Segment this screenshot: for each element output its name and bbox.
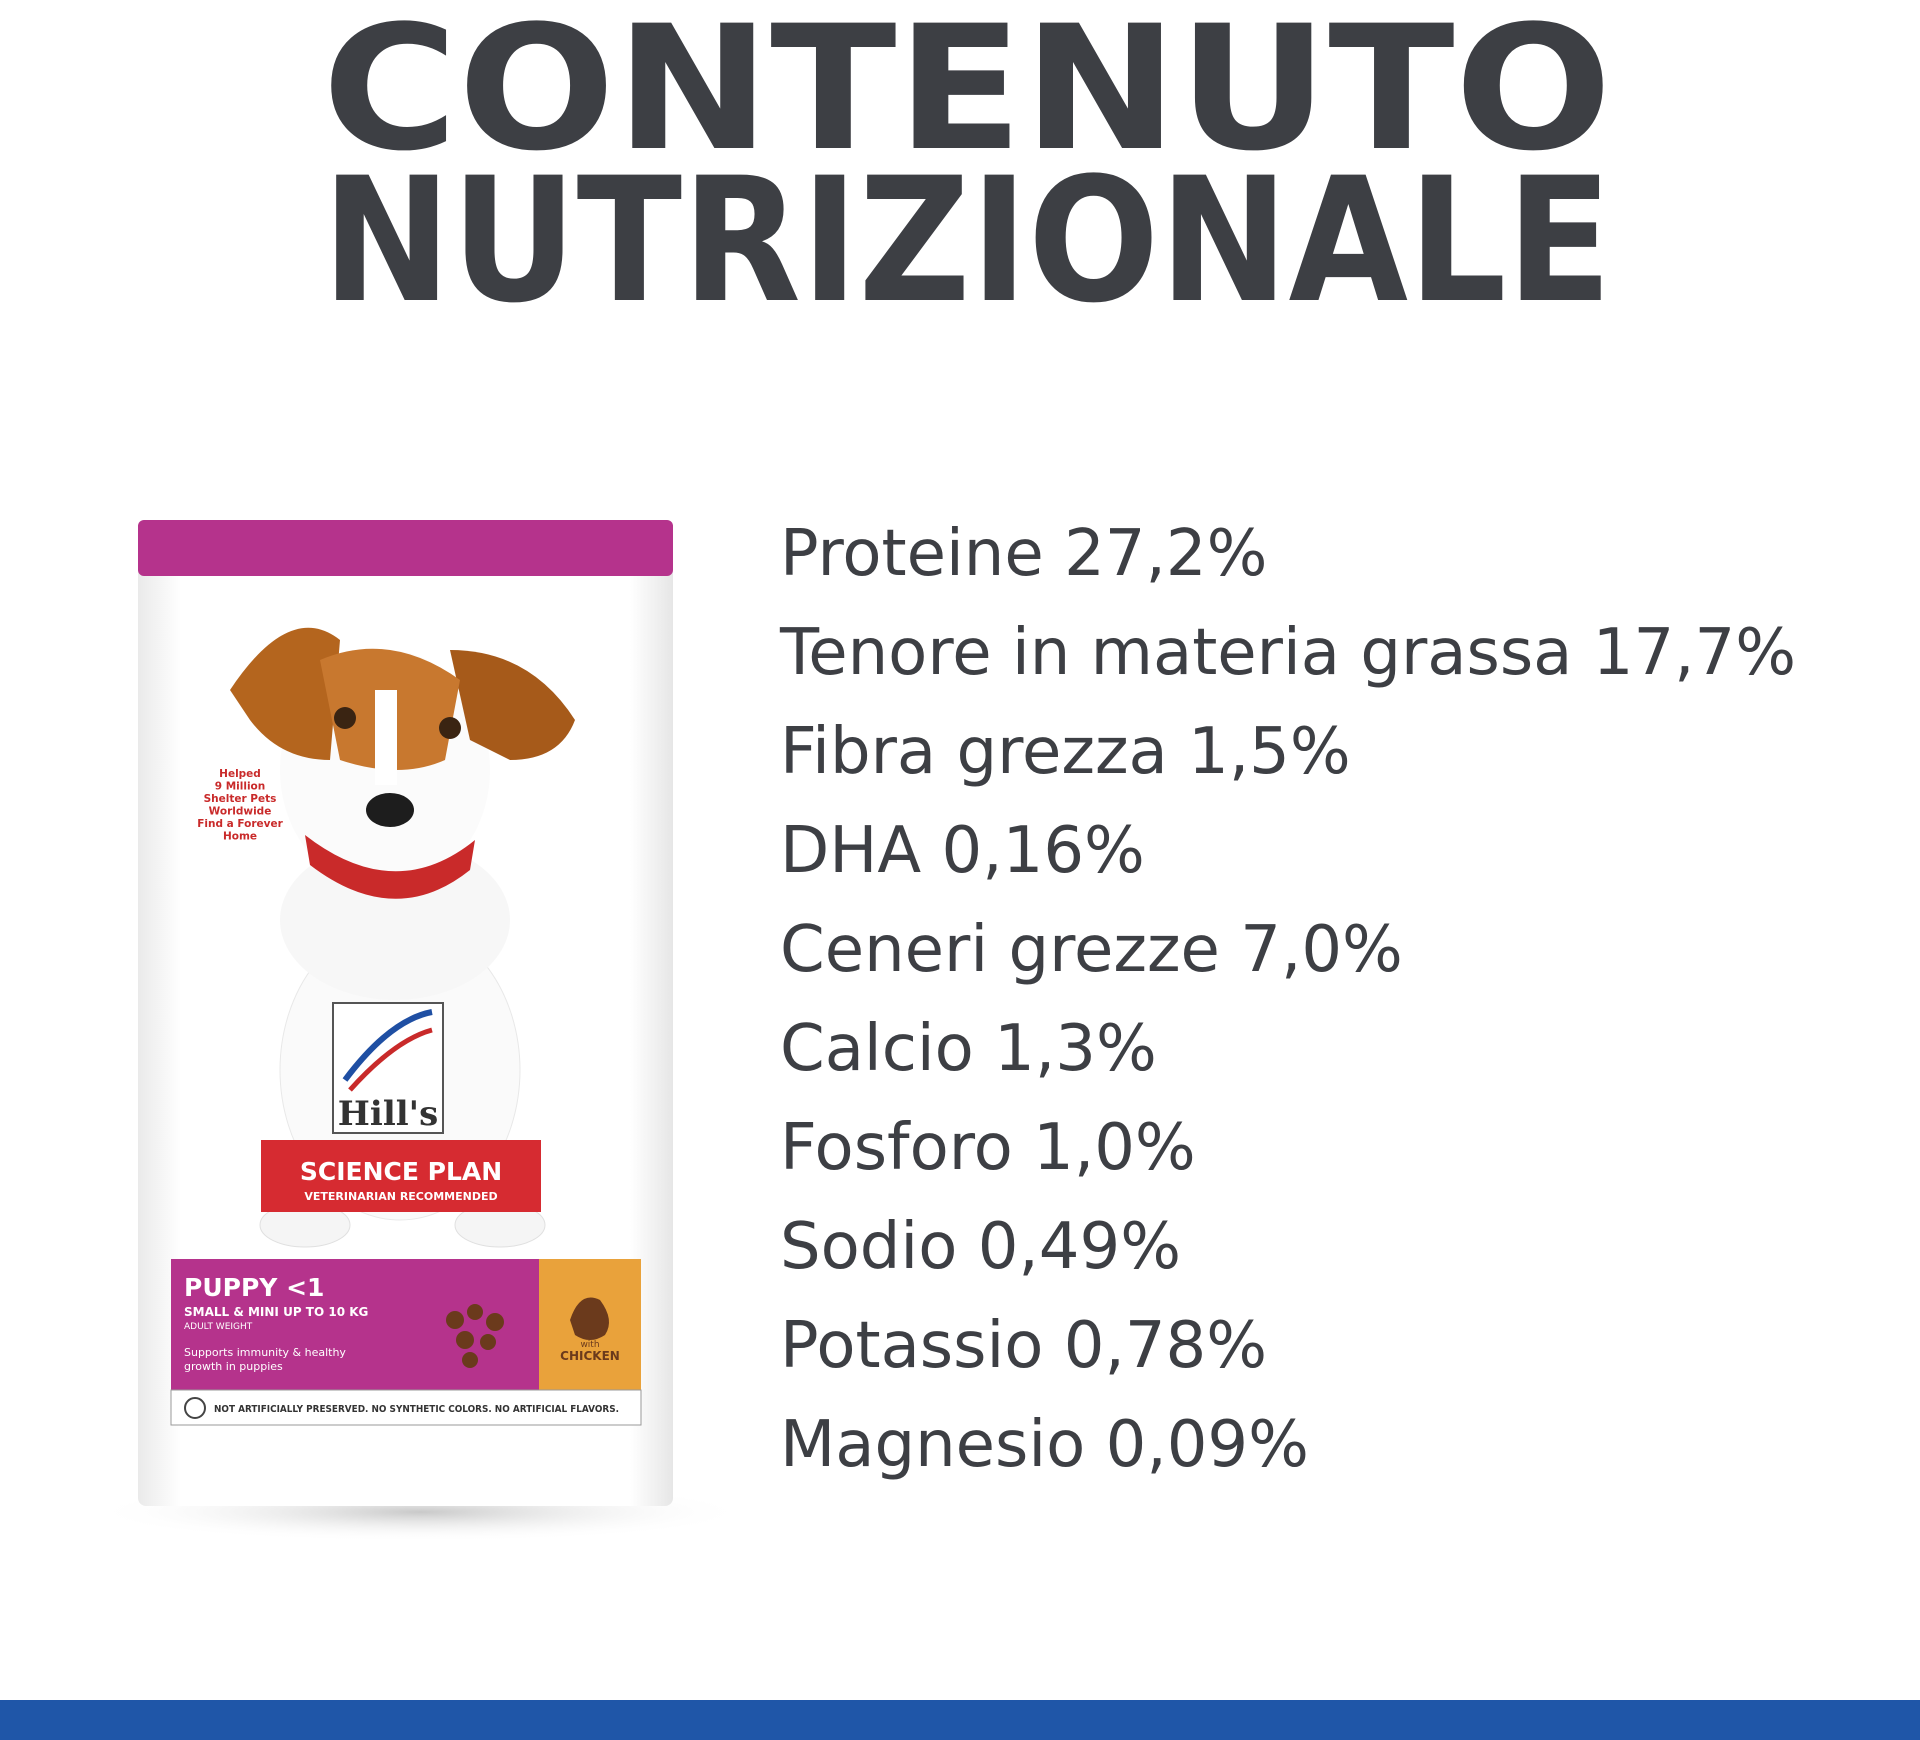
shelter-line: 9 Million — [215, 781, 266, 793]
benefit-line: Supports immunity & healthy — [184, 1346, 346, 1359]
tagline: VETERINARIAN RECOMMENDED — [304, 1190, 497, 1203]
claims-box — [170, 1389, 642, 1426]
size: SMALL & MINI UP TO 10 KG — [184, 1305, 368, 1319]
nutrient: Calcio 1,3% — [780, 1012, 1157, 1086]
logo-swoosh — [342, 1009, 433, 1082]
nutrient: Fosforo 1,0% — [780, 1111, 1196, 1185]
chicken-icon — [570, 1297, 609, 1340]
shelter-line: Shelter Pets — [204, 793, 277, 805]
nutrient: Sodio 0,49% — [780, 1210, 1181, 1284]
leaf-icon — [184, 1397, 206, 1419]
nutrient: DHA 0,16% — [780, 814, 1145, 888]
product-name: PUPPY <1 — [184, 1273, 324, 1302]
nutrient: Potassio 0,78% — [780, 1309, 1267, 1383]
kibble — [446, 1304, 504, 1368]
puppy-illustration — [230, 627, 575, 1248]
banner — [261, 1140, 541, 1212]
shelter-line: Find a Forever — [197, 818, 283, 830]
nutrient: Tenore in materia grassa 17,7% — [779, 616, 1796, 690]
shelter-line: Helped — [219, 768, 261, 780]
brand: Hill's — [338, 1094, 438, 1134]
flavor-prefix: with — [580, 1340, 599, 1350]
nutrient: Magnesio 0,09% — [780, 1408, 1309, 1482]
claims: NOT ARTIFICIALLY PRESERVED. NO SYNTHETIC… — [214, 1404, 619, 1415]
logo-swoosh — [348, 1027, 433, 1092]
shelter-line: Home — [223, 831, 257, 843]
nutrient: Fibra grezza 1,5% — [780, 715, 1351, 789]
footer-bar — [0, 1700, 1920, 1740]
product-line: SCIENCE PLAN — [300, 1157, 502, 1186]
nutrient-list: Proteine 27,2% Tenore in materia grassa 1… — [779, 517, 1796, 1482]
title-line: CONTENUTO — [322, 0, 1612, 189]
shelter-line: Worldwide — [209, 806, 272, 818]
title-line: NUTRIZIONALE — [322, 140, 1612, 341]
benefit-line: growth in puppies — [184, 1360, 283, 1373]
flavor: CHICKEN — [560, 1349, 620, 1363]
nutrient: Ceneri grezze 7,0% — [780, 913, 1403, 987]
bag-top-band — [138, 520, 673, 576]
nutrient: Proteine 27,2% — [780, 517, 1267, 591]
weight-note: ADULT WEIGHT — [184, 1322, 253, 1332]
